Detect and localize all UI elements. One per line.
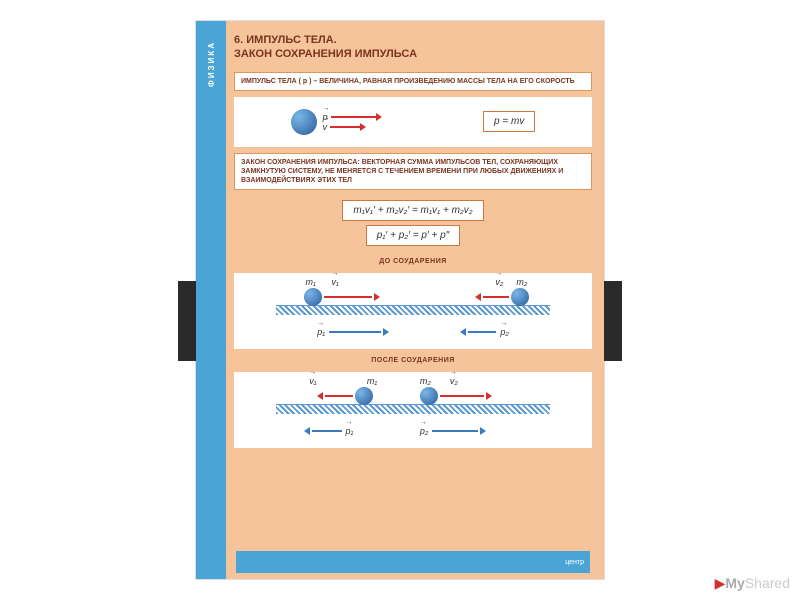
p1-after-label: p₁ (346, 426, 354, 436)
poster-footer: центр (236, 551, 590, 573)
p1-arrow-before: p₁ (317, 327, 389, 337)
v2-label: v₂ (495, 277, 503, 287)
definition-conservation-law: ЗАКОН СОХРАНЕНИЯ ИМПУЛЬСА: ВЕКТОРНАЯ СУМ… (234, 153, 592, 190)
poster-content: 6. ИМПУЛЬС ТЕЛА. ЗАКОН СОХРАНЕНИЯ ИМПУЛЬ… (226, 21, 604, 579)
watermark-text: Shared (745, 575, 790, 591)
mass-1-label: m₁ (306, 277, 316, 287)
formula-momentum-sum: p₁′ + p₂′ = p′ + p″ (366, 225, 461, 246)
title-line-2: ЗАКОН СОХРАНЕНИЯ ИМПУЛЬСА (234, 48, 417, 60)
vector-v-label: v (323, 122, 328, 132)
p2-after-label: p₂ (420, 426, 428, 436)
surface-icon-2 (276, 404, 550, 414)
diagram-after-collision: m₁ v₁ m₂ v₂ p₁ (234, 372, 592, 448)
footer-brand: центр (565, 559, 584, 566)
v1-label: v₁ (332, 277, 339, 287)
diagram-momentum-definition: p v p = mv (234, 97, 592, 147)
p1-arrow-after: p₁ (304, 426, 354, 436)
vector-p-arrow: p (323, 113, 382, 121)
conservation-formulas: m₁v₁′ + m₂v₂′ = m₁v₁ + m₂v₂ p₁′ + p₂′ = … (234, 196, 592, 250)
ball-icon (291, 109, 317, 135)
binder-tab-left (178, 281, 196, 361)
p1-label: p₁ (317, 327, 325, 337)
surface-icon (276, 305, 550, 315)
section-number: 6. (234, 34, 243, 46)
formula-mass-velocity: m₁v₁′ + m₂v₂′ = m₁v₁ + m₂v₂ (342, 200, 483, 221)
poster-title: 6. ИМПУЛЬС ТЕЛА. ЗАКОН СОХРАНЕНИЯ ИМПУЛЬ… (234, 29, 592, 66)
binder-tab-right (604, 281, 622, 361)
definition-impulse: ИМПУЛЬС ТЕЛА ( p ) – ВЕЛИЧИНА, РАВНАЯ ПР… (234, 72, 592, 91)
spine-subject-label: ФИЗИКА (207, 41, 216, 87)
v2-after-label: v₂ (450, 376, 458, 386)
vector-v-arrow: v (323, 123, 367, 131)
title-line-1: ИМПУЛЬС ТЕЛА. (246, 34, 337, 46)
label-after-collision: ПОСЛЕ СОУДАРЕНИЯ (234, 355, 592, 366)
diagram-before-collision: m₁ v₁ m₂ v₂ p₁ (234, 273, 592, 349)
v1-after-label: v₁ (309, 376, 316, 386)
formula-p-equals-mv: p = mv (483, 111, 535, 132)
ball-with-vectors: p v (291, 109, 382, 135)
physics-poster: ФИЗИКА 6. ИМПУЛЬС ТЕЛА. ЗАКОН СОХРАНЕНИЯ… (195, 20, 605, 580)
poster-spine: ФИЗИКА (196, 21, 226, 579)
ball-2-icon (511, 288, 529, 306)
ball-1-icon (304, 288, 322, 306)
mass-1-after-label: m₁ (367, 376, 377, 386)
p2-arrow-after: p₂ (420, 426, 486, 436)
mass-2-label: m₂ (516, 277, 527, 287)
p2-arrow-before: p₂ (460, 327, 508, 337)
mass-2-after-label: m₂ (420, 376, 431, 386)
watermark: ▶MyShared (715, 575, 790, 592)
ball-1-after-icon (355, 387, 373, 405)
p2-label: p₂ (500, 327, 508, 337)
label-before-collision: ДО СОУДАРЕНИЯ (234, 256, 592, 267)
ball-2-after-icon (420, 387, 438, 405)
